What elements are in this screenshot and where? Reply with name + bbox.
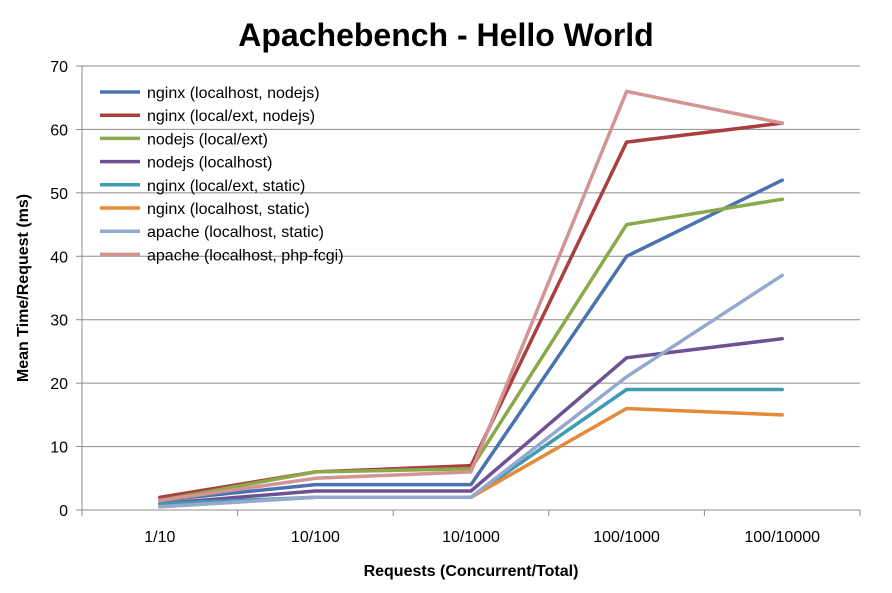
y-tick-label: 30 (50, 313, 68, 330)
y-tick-label: 0 (59, 503, 68, 520)
x-tick-label: 1/10 (144, 529, 175, 546)
y-tick-label: 10 (50, 440, 68, 457)
y-tick-label: 40 (50, 249, 68, 266)
legend-label: nodejs (local/ext) (147, 131, 268, 148)
legend-item: apache (localhost, static) (100, 224, 324, 241)
y-tick-label: 20 (50, 376, 68, 393)
legend-item: apache (localhost, php-fcgi) (100, 247, 344, 264)
series-line (158, 336, 784, 506)
x-tick-label: 100/10000 (744, 529, 820, 546)
legend-label: nodejs (localhost) (147, 155, 272, 172)
x-axis-label: Requests (Concurrent/Total) (364, 563, 579, 580)
x-tick-label: 100/1000 (593, 529, 660, 546)
legend-label: apache (localhost, php-fcgi) (147, 247, 344, 264)
legend: nginx (localhost, nodejs) nginx (local/ex… (100, 85, 344, 264)
legend-label: apache (localhost, static) (147, 224, 324, 241)
series-line (158, 273, 784, 509)
x-tick-label: 10/100 (291, 529, 340, 546)
y-axis-label: Mean Time/Request (ms) (15, 194, 32, 382)
legend-item: nginx (localhost, nodejs) (100, 85, 320, 102)
legend-item: nginx (localhost, static) (100, 201, 310, 218)
series-line (158, 178, 784, 503)
gridlines (82, 65, 860, 448)
y-tick-labels: 0 10 20 30 40 50 60 70 (50, 59, 68, 520)
series-lines (158, 89, 784, 509)
y-tick-label: 60 (50, 122, 68, 139)
legend-label: nginx (localhost, static) (147, 201, 310, 218)
chart-title: Apachebench - Hello World (238, 17, 653, 53)
y-tick-label: 70 (50, 59, 68, 76)
legend-item: nodejs (localhost) (100, 155, 272, 172)
x-tick-labels: 1/10 10/100 10/1000 100/1000 100/10000 (144, 529, 820, 546)
series-line (158, 89, 784, 503)
legend-item: nginx (local/ext, static) (100, 178, 305, 195)
legend-label: nginx (localhost, nodejs) (147, 85, 320, 102)
legend-item: nginx (local/ext, nodejs) (100, 108, 315, 125)
legend-item: nodejs (local/ext) (100, 131, 268, 148)
y-tick-label: 50 (50, 186, 68, 203)
axes (76, 65, 861, 516)
x-tick-label: 10/1000 (442, 529, 500, 546)
legend-label: nginx (local/ext, static) (147, 178, 305, 195)
legend-label: nginx (local/ext, nodejs) (147, 108, 315, 125)
